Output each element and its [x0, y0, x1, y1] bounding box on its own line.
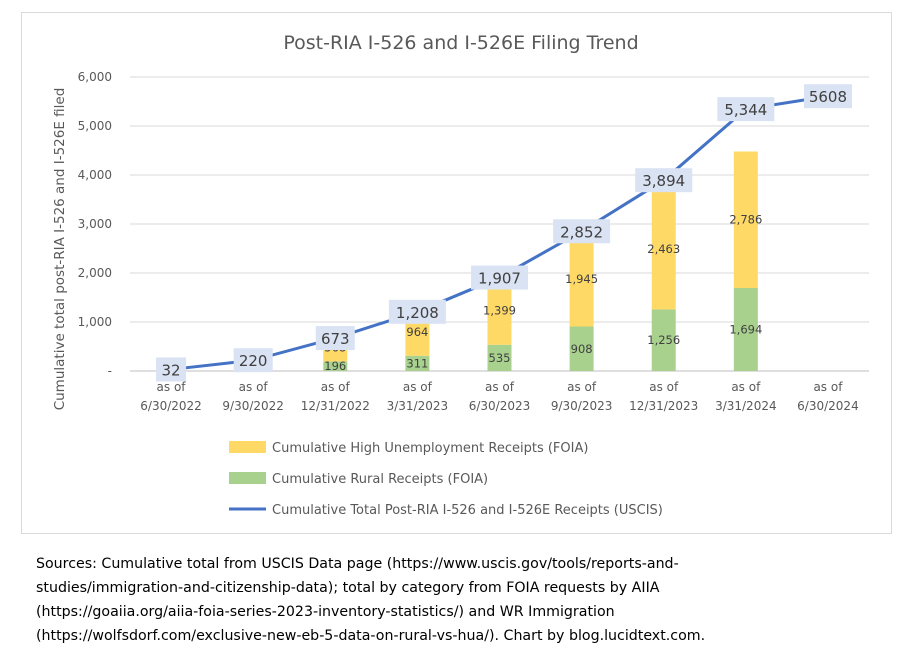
data-label-total: 32 [162, 361, 181, 379]
bar-label-rural: 1,256 [647, 333, 680, 347]
data-label-total: 673 [321, 330, 350, 348]
chart-title: Post-RIA I-526 and I-526E Filing Trend [283, 32, 638, 54]
y-tick-label: 2,000 [78, 266, 112, 280]
x-tick-label: as of [239, 380, 269, 394]
x-axis-ticks: as of 6/30/2022 as of 9/30/2022 as of 12/31/2… [140, 380, 858, 413]
chart-frame: Post-RIA I-526 and I-526E Filing Trend C… [21, 12, 892, 534]
sources-line: (https://wolfsdorf.com/exclusive-new-eb-… [36, 628, 706, 644]
legend-label: Cumulative High Unemployment Receipts (F… [272, 441, 588, 456]
data-label-total: 1,907 [478, 270, 521, 288]
bar-label-high-unemployment: 2,463 [647, 242, 680, 256]
y-axis-ticks: - 1,000 2,000 3,000 4,000 5,000 6,000 [78, 70, 112, 378]
bar-label-rural: 908 [571, 342, 593, 356]
x-tick-label: 6/30/2024 [797, 399, 859, 413]
y-tick-label: 3,000 [78, 217, 112, 231]
x-tick-label: as of [567, 380, 597, 394]
x-tick-label: as of [813, 380, 843, 394]
sources-line: (https://goaiia.org/aiia-foia-series-202… [36, 604, 615, 620]
bar-label-high-unemployment: 1,399 [483, 304, 516, 318]
data-label-bg [635, 168, 693, 193]
bar-label-rural: 535 [489, 351, 511, 365]
data-label-total: 2,852 [560, 223, 603, 241]
sources-note: Sources: Cumulative total from USCIS Dat… [36, 552, 886, 648]
bar-label-high-unemployment: 1,945 [565, 272, 598, 286]
y-tick-label: 6,000 [78, 70, 112, 84]
data-label-bg [717, 97, 775, 122]
bar-rural [569, 326, 594, 371]
x-tick-label: 9/30/2022 [222, 399, 284, 413]
bar-high-unemployment [733, 151, 758, 288]
bar-label-rural: 1,694 [729, 322, 762, 336]
sources-line: studies/immigration-and-citizenship-data… [36, 580, 660, 596]
x-tick-label: as of [157, 380, 187, 394]
data-label-total: 5608 [809, 88, 847, 106]
legend-label: Cumulative Rural Receipts (FOIA) [272, 472, 488, 487]
data-label-total: 5,344 [724, 101, 767, 119]
bar-label-rural: 311 [406, 356, 428, 370]
data-label-bg [315, 326, 355, 351]
data-label-bg [233, 348, 273, 373]
x-tick-label: as of [485, 380, 515, 394]
legend-swatch-bar [229, 472, 266, 484]
x-tick-label: 3/31/2024 [715, 399, 777, 413]
bars: 1965683119645351,3999081,9451,2562,4631,… [323, 151, 762, 373]
bar-high-unemployment [651, 188, 676, 310]
y-tick-label: 5,000 [78, 119, 112, 133]
legend: Cumulative High Unemployment Receipts (F… [229, 441, 663, 518]
x-tick-label: 12/31/2022 [301, 399, 370, 413]
data-label-total: 1,208 [396, 304, 439, 322]
legend-label: Cumulative Total Post-RIA I-526 and I-52… [272, 503, 663, 518]
bar-label-high-unemployment: 2,786 [729, 213, 762, 227]
bar-rural [733, 287, 758, 371]
x-tick-label: 12/31/2023 [629, 399, 698, 413]
bar-rural [405, 355, 430, 371]
data-label-total: 3,894 [642, 172, 685, 190]
sources-line: Sources: Cumulative total from USCIS Dat… [36, 556, 679, 572]
x-tick-label: as of [403, 380, 433, 394]
x-tick-label: 9/30/2023 [551, 399, 613, 413]
data-label-bg [388, 299, 446, 324]
x-tick-label: as of [731, 380, 761, 394]
x-tick-label: 6/30/2022 [140, 399, 202, 413]
chart-svg: Post-RIA I-526 and I-526E Filing Trend C… [52, 32, 869, 518]
legend-swatch-bar [229, 441, 266, 453]
data-label-bg [156, 357, 187, 382]
bar-label-high-unemployment: 964 [406, 325, 428, 339]
x-tick-label: as of [649, 380, 679, 394]
data-label-bg [803, 84, 852, 109]
data-label-bg [471, 265, 528, 290]
data-label-bg [553, 219, 611, 244]
bar-rural [323, 361, 348, 371]
bar-rural [651, 309, 676, 371]
y-axis-label: Cumulative total post-RIA I-526 and I-52… [52, 88, 68, 411]
total-line-series: 32 220 673 1,208 1,907 2,852 3,894 5,344 5608 [156, 84, 852, 382]
data-label-total: 220 [239, 352, 268, 370]
bar-high-unemployment [569, 231, 594, 327]
x-tick-label: as of [321, 380, 351, 394]
bar-rural [487, 344, 512, 371]
y-tick-label: 4,000 [78, 168, 112, 182]
y-tick-label: 1,000 [78, 315, 112, 329]
bar-label-rural: 196 [324, 359, 346, 373]
y-tick-label: - [108, 364, 112, 378]
x-tick-label: 6/30/2023 [469, 399, 531, 413]
x-tick-label: 3/31/2023 [387, 399, 449, 413]
